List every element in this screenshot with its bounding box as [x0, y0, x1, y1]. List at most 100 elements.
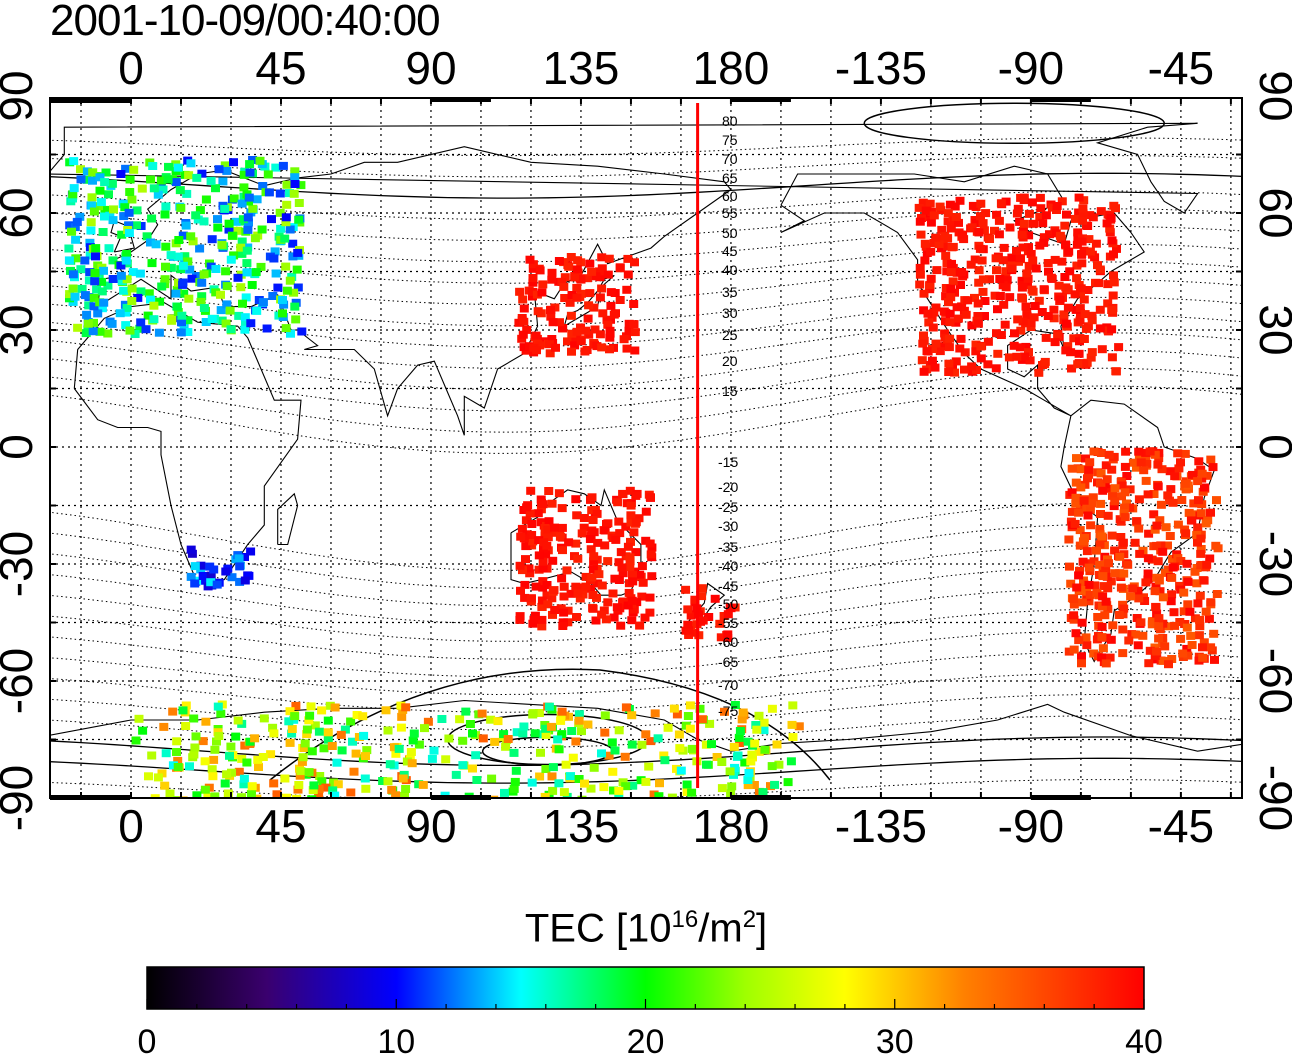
frame-bar: [430, 795, 491, 800]
tec-cell: [983, 337, 993, 346]
tec-cell: [547, 268, 557, 277]
tec-cell: [537, 615, 547, 624]
contour-label: -75: [718, 703, 738, 719]
tec-cell: [1165, 467, 1175, 476]
frame-bar: [730, 97, 791, 102]
tec-cell: [992, 329, 1001, 338]
tec-cell: [599, 783, 609, 792]
tec-cell: [571, 539, 581, 548]
tec-cell: [1083, 511, 1093, 520]
tec-cell: [1054, 281, 1064, 290]
tec-cell: [705, 719, 715, 728]
tec-cell: [95, 186, 105, 195]
tec-cell: [1078, 557, 1088, 566]
tec-cell: [983, 360, 993, 369]
tec-cell: [533, 509, 543, 518]
tec-cell: [979, 226, 989, 235]
tec-cell: [1160, 642, 1170, 651]
tec-cell: [1072, 261, 1082, 270]
tec-cell: [1156, 500, 1166, 509]
tec-cell: [557, 504, 567, 513]
tec-cell: [588, 565, 598, 574]
tec-cell: [70, 223, 80, 232]
tec-cell: [254, 763, 263, 771]
tec-cell: [729, 742, 739, 751]
contour-line: [50, 694, 1242, 731]
tec-cell: [683, 712, 693, 720]
tec-cell: [1210, 655, 1219, 664]
tec-cell: [203, 792, 213, 798]
tec-cell: [1071, 493, 1081, 502]
tec-cell: [1036, 204, 1046, 213]
colorbar-tick-label: 10: [377, 1023, 415, 1057]
tec-cell: [1182, 644, 1192, 653]
tec-cell: [1095, 525, 1105, 533]
tec-cell: [281, 324, 291, 333]
tec-cell: [478, 734, 488, 743]
tec-cell: [414, 740, 424, 749]
tec-cell: [1064, 647, 1074, 656]
tec-cell: [490, 737, 500, 746]
tec-cell: [85, 238, 95, 247]
tec-cell: [290, 302, 300, 311]
tec-cell: [108, 275, 118, 283]
tec-cell: [1098, 486, 1108, 495]
tec-cell: [919, 289, 929, 298]
tec-cell: [239, 183, 249, 192]
tec-cell: [1176, 557, 1186, 565]
tec-cell: [1155, 516, 1165, 525]
tec-cell: [1122, 472, 1132, 480]
tec-cell: [695, 704, 705, 713]
tec-cell: [156, 176, 166, 185]
tec-cell: [1052, 202, 1062, 210]
tec-cell: [116, 271, 126, 280]
tec-cell: [1201, 519, 1211, 528]
frame-bar: [50, 98, 130, 103]
tec-cell: [97, 304, 107, 313]
tec-cell: [192, 173, 202, 182]
tec-cell: [1061, 319, 1071, 328]
tec-cell: [134, 714, 144, 723]
tec-cell: [1059, 310, 1069, 319]
tec-cell: [683, 605, 693, 614]
tec-cell: [178, 706, 188, 715]
tec-cell: [990, 291, 1000, 300]
tec-cell: [654, 792, 664, 798]
tec-cell: [631, 518, 641, 527]
tec-cell: [574, 710, 584, 719]
tec-cell: [603, 270, 613, 279]
tec-cell: [629, 300, 639, 308]
tec-cell: [150, 794, 160, 798]
tec-cell: [468, 764, 477, 773]
tec-cell: [176, 328, 186, 337]
tec-cell: [296, 767, 306, 776]
tec-cell: [1096, 449, 1106, 457]
tec-cell: [1035, 213, 1045, 221]
tec-cell: [524, 564, 534, 573]
tec-cell: [1212, 496, 1221, 505]
tec-cell: [1021, 302, 1031, 311]
tec-cell: [978, 219, 988, 228]
tec-cell: [963, 296, 973, 305]
tec-cell: [1078, 204, 1088, 213]
tec-cell: [1017, 230, 1027, 239]
tec-cell: [176, 203, 186, 212]
tec-cell: [614, 794, 624, 798]
tec-cell: [535, 772, 545, 781]
tec-cell: [300, 744, 309, 752]
tec-cell: [360, 774, 370, 783]
tec-cell: [212, 580, 222, 589]
tec-cell: [1151, 603, 1161, 612]
tec-cell: [704, 613, 714, 621]
tec-cell: [160, 275, 170, 284]
tec-cell: [667, 793, 677, 798]
tec-cell: [572, 283, 582, 292]
tec-cell: [1087, 348, 1097, 357]
tec-cell: [282, 286, 292, 295]
tec-cell: [1193, 477, 1203, 486]
tec-cell: [1039, 285, 1049, 294]
tec-cell: [1038, 219, 1048, 228]
tec-cell: [1067, 488, 1077, 497]
tec-cell: [967, 321, 977, 330]
